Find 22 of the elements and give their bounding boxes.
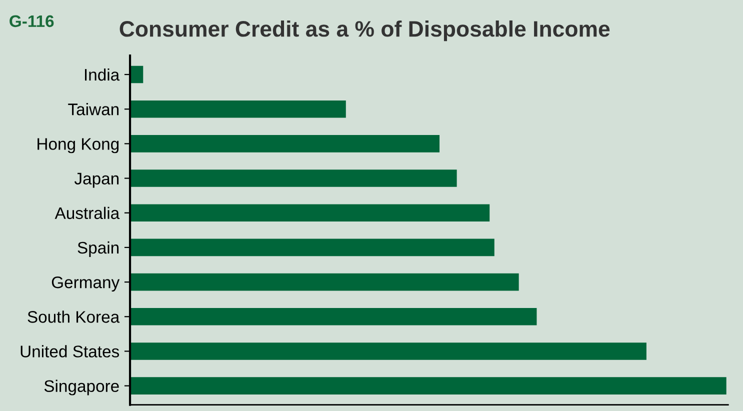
y-tick-label: Spain [78, 241, 119, 257]
bar [130, 342, 646, 360]
y-tick-label: Australia [54, 206, 120, 220]
chart-title: Consumer Credit as a % of Disposable Income [120, 20, 610, 42]
bar [130, 238, 494, 256]
y-tick-label: Taiwan [68, 103, 119, 116]
y-tick-label: Singapore [44, 380, 119, 396]
y-tick-label: Japan [74, 172, 119, 188]
bar [130, 66, 144, 84]
bar [130, 135, 440, 152]
bar [130, 204, 490, 222]
y-tick-label: Germany [52, 276, 120, 292]
bar [130, 100, 346, 118]
bar [130, 308, 537, 326]
bar [130, 170, 457, 187]
y-tick-label: India [85, 68, 120, 81]
text: G-116 [10, 15, 54, 28]
bar [130, 273, 519, 291]
y-tick-label: Hong Kong [38, 138, 119, 154]
bar [130, 377, 726, 394]
y-tick-label: South Korea [28, 310, 120, 323]
y-tick-label: United States [20, 345, 120, 358]
